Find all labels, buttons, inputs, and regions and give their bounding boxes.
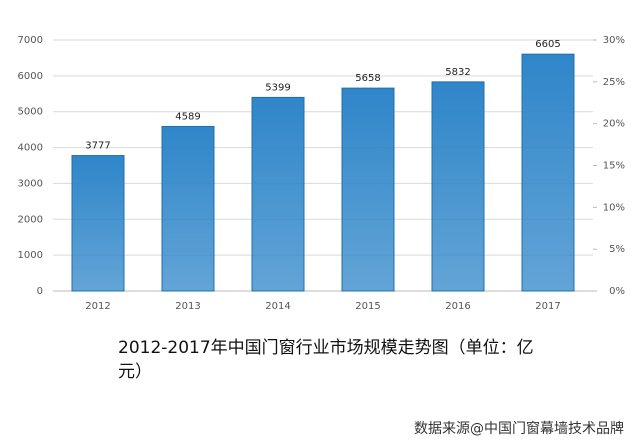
- chart-title: 2012-2017年中国门窗行业市场规模走势图（单位：亿元）: [118, 338, 534, 382]
- y-tick-label: 7000: [18, 35, 43, 46]
- y2-tick-label: 0%: [609, 286, 625, 297]
- y-tick-label: 5000: [18, 107, 43, 118]
- y-tick-label: 0: [37, 286, 43, 297]
- y2-tick-label: 15%: [603, 161, 625, 172]
- bar: [521, 53, 575, 292]
- source: 数据来源@中国门窗幕墙技术品牌: [414, 421, 624, 437]
- y2-tick-label: 30%: [603, 35, 625, 46]
- value-label: 3777: [85, 141, 110, 152]
- bar: [251, 96, 305, 292]
- y-tick-label: 6000: [18, 71, 43, 82]
- y-tick-label: 1000: [18, 250, 43, 261]
- x-tick-label: 2017: [535, 301, 560, 312]
- value-label: 5658: [355, 73, 380, 84]
- bar: [71, 155, 125, 292]
- y2-tick-label: 5%: [609, 244, 625, 255]
- y-tick-label: 4000: [18, 143, 43, 154]
- x-tick-label: 2016: [445, 301, 470, 312]
- bar: [431, 81, 485, 292]
- chart: 0 1000 2000 3000 4000 5000 6000 7000 0% 5% 10% 15% 2…: [18, 35, 625, 312]
- y2-tick-label: 10%: [603, 202, 625, 213]
- value-label: 5832: [445, 67, 470, 78]
- x-tick-label: 2014: [265, 301, 290, 312]
- x-tick-label: 2015: [355, 301, 380, 312]
- y-tick-label: 3000: [18, 178, 43, 189]
- y-tick-label: 2000: [18, 214, 43, 225]
- bar: [341, 87, 395, 292]
- value-label: 6605: [535, 39, 560, 50]
- y2-tick-label: 20%: [603, 119, 625, 130]
- x-tick-label: 2012: [85, 301, 110, 312]
- y2-tick-label: 25%: [603, 77, 625, 88]
- value-label: 5399: [265, 82, 290, 93]
- x-tick-label: 2013: [175, 301, 200, 312]
- value-label: 4589: [175, 111, 200, 122]
- bar: [161, 125, 215, 292]
